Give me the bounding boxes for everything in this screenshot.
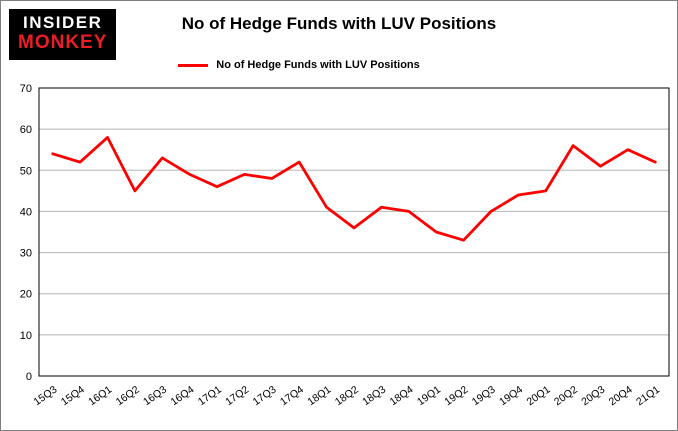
x-axis-tick-label: 19Q1	[415, 384, 443, 409]
x-axis-tick-label: 15Q3	[31, 384, 59, 409]
x-axis-tick-label: 17Q2	[223, 384, 251, 409]
x-axis-tick-label: 20Q4	[607, 384, 635, 409]
x-axis-tick-label: 20Q3	[579, 384, 607, 409]
y-axis-tick-label: 20	[20, 289, 32, 301]
y-axis-tick-label: 30	[20, 248, 32, 260]
legend-line-swatch	[178, 63, 209, 67]
x-axis-tick-label: 16Q2	[114, 384, 142, 409]
x-axis-tick-label: 19Q3	[470, 384, 498, 409]
x-axis-tick-label: 18Q3	[360, 384, 388, 409]
y-axis-tick-label: 0	[26, 371, 32, 383]
logo-text-monkey: MONKEY	[18, 31, 108, 53]
x-axis-tick-label: 20Q2	[552, 384, 580, 409]
insider-monkey-logo: INSIDER MONKEY	[9, 9, 117, 60]
plot-border	[38, 87, 670, 377]
x-axis-tick-label: 17Q4	[278, 384, 306, 409]
x-axis-tick-label: 18Q1	[305, 384, 333, 409]
x-axis-tick-label: 17Q1	[196, 384, 224, 409]
x-axis-tick-label: 21Q1	[634, 384, 662, 409]
x-axis-tick-label: 16Q3	[141, 384, 169, 409]
x-axis-tick-label: 16Q1	[86, 384, 114, 409]
x-axis-tick-label: 16Q4	[168, 384, 196, 409]
y-axis-tick-label: 50	[20, 165, 32, 177]
chart-title: No of Hedge Funds with LUV Positions	[181, 14, 497, 33]
x-axis-tick-label: 19Q2	[442, 384, 470, 409]
x-axis-tick-label: 18Q4	[388, 384, 416, 409]
x-axis-tick-label: 20Q1	[525, 384, 553, 409]
x-axis-tick-label: 18Q2	[333, 384, 361, 409]
data-series-line	[51, 135, 657, 242]
x-axis-tick-label: 15Q4	[59, 384, 87, 409]
logo-text-insider: INSIDER	[22, 13, 103, 32]
legend-label: No of Hedge Funds with LUV Positions	[216, 59, 420, 71]
x-axis-tick-label: 19Q4	[497, 384, 525, 409]
y-axis-tick-label: 10	[20, 330, 32, 342]
y-axis-tick-label: 40	[20, 206, 32, 218]
x-axis-tick-label: 17Q3	[251, 384, 279, 409]
y-axis-tick-label: 60	[20, 124, 32, 136]
y-axis-tick-label: 70	[20, 83, 32, 95]
chart-legend: No of Hedge Funds with LUV Positions	[1, 59, 637, 71]
